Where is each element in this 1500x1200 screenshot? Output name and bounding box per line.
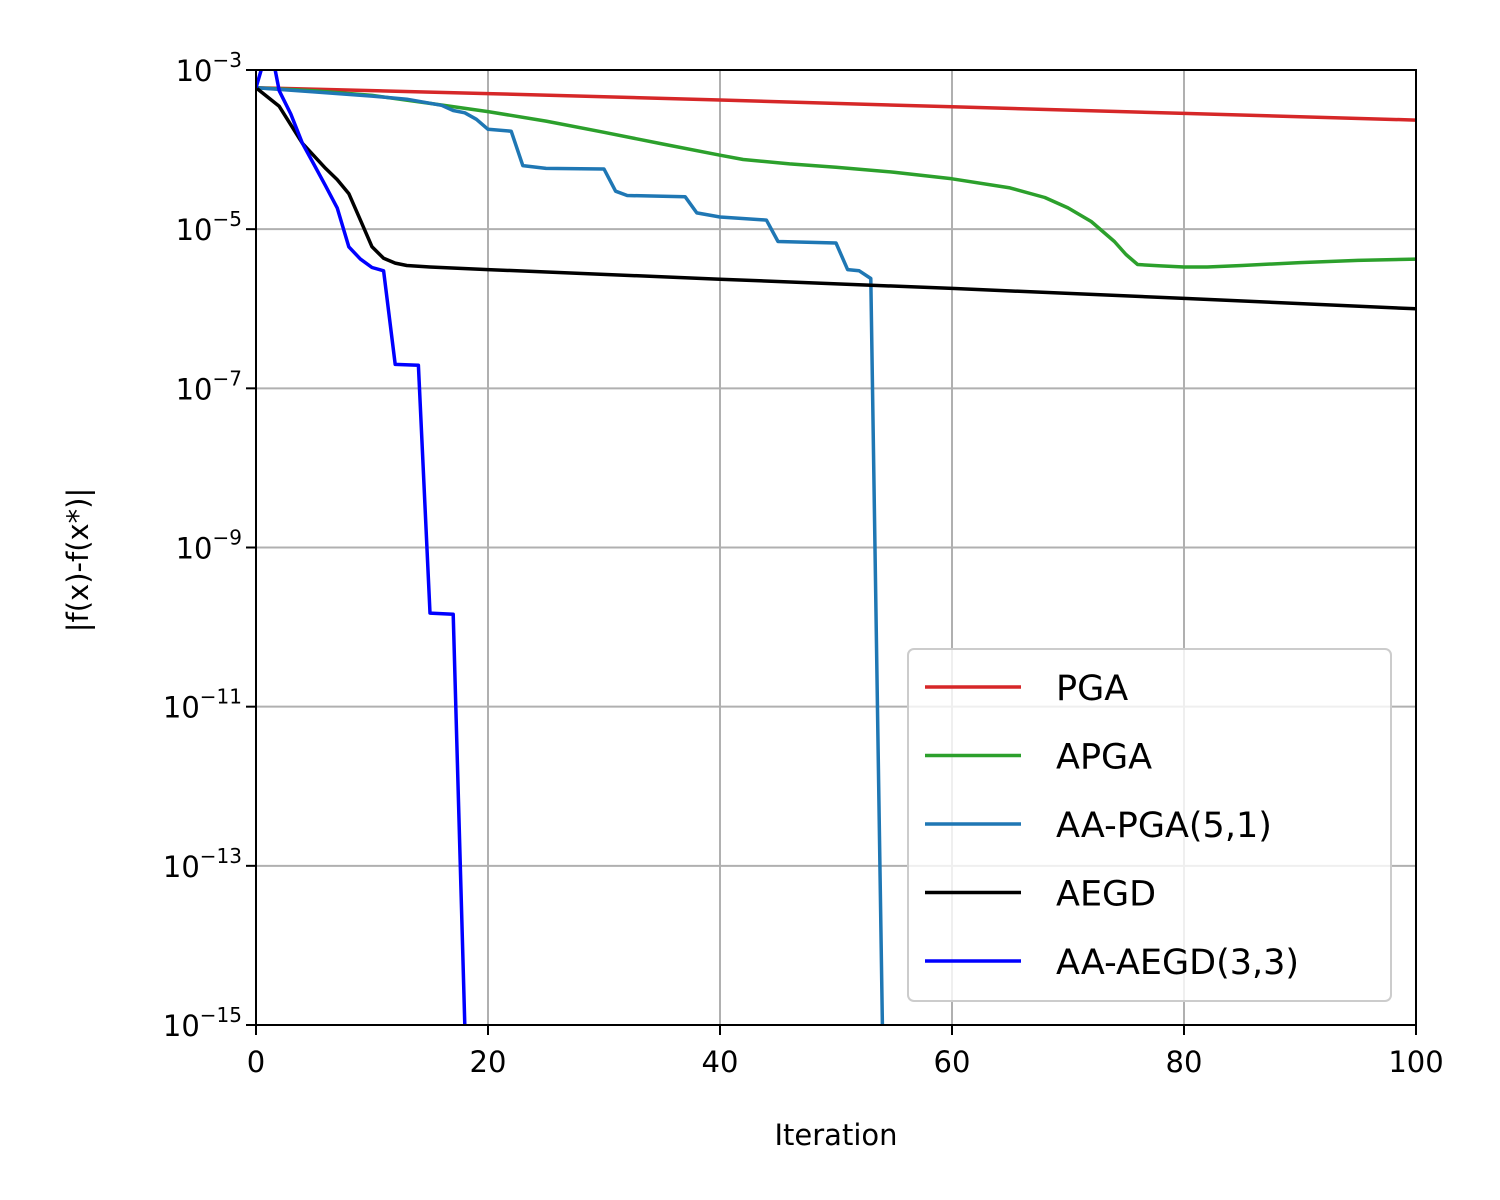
- legend-box: [907, 648, 1392, 1002]
- x-axis-ticks: 0 20 40 60 80 100: [247, 1025, 1444, 1079]
- legend-label-3: AEGD: [1056, 875, 1156, 915]
- x-tick-label: 0: [247, 1045, 265, 1079]
- legend-label-0: PGA: [1056, 669, 1128, 709]
- y-tick-label: 10−7: [176, 366, 242, 406]
- series-line-4: [256, 70, 467, 1025]
- series-line-3: [256, 86, 1416, 311]
- x-tick-label: 100: [1388, 1045, 1443, 1079]
- y-axis-label: |f(x)-f(x*)|: [61, 488, 95, 633]
- y-axis-ticks: 10−3 10−5 10−7 10−9 10−11 10−13 10−15: [163, 48, 256, 1043]
- x-tick-label: 40: [702, 1045, 739, 1079]
- x-tick-label: 20: [470, 1045, 507, 1079]
- x-tick-label: 60: [934, 1045, 971, 1079]
- legend-label-1: APGA: [1056, 738, 1152, 778]
- x-tick-label: 80: [1166, 1045, 1203, 1079]
- y-tick-label: 10−15: [163, 1003, 242, 1043]
- legend-label-2: AA-PGA(5,1): [1056, 806, 1272, 846]
- series-line-1: [256, 85, 1416, 269]
- y-tick-label: 10−5: [176, 207, 242, 247]
- legend-label-4: AA-AEGD(3,3): [1056, 943, 1299, 983]
- y-tick-label: 10−3: [176, 48, 242, 88]
- x-axis-label: Iteration: [774, 1118, 897, 1152]
- y-tick-label: 10−9: [176, 526, 242, 566]
- legend: PGA APGA AA-PGA(5,1) AEGD AA-AEGD(3,3): [907, 648, 1392, 1002]
- y-tick-label: 10−11: [163, 685, 242, 725]
- series-line-0: [256, 85, 1416, 122]
- series-line-2: [256, 85, 885, 1025]
- series-layer: [256, 70, 1416, 1025]
- grid-lines: [256, 70, 1416, 1025]
- y-tick-label: 10−13: [163, 844, 242, 884]
